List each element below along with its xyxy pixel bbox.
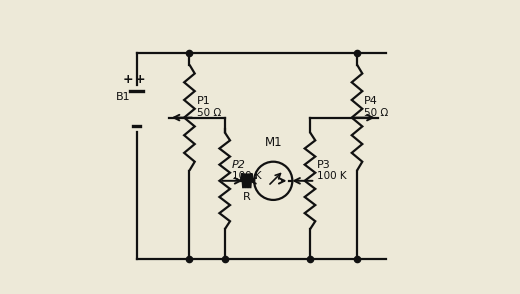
Text: 50 Ω: 50 Ω [197,108,221,118]
Text: P2: P2 [232,160,246,170]
Text: M1: M1 [264,136,282,149]
Text: P4: P4 [365,96,378,106]
Text: +: + [123,73,134,86]
Text: R: R [243,192,251,202]
Text: 50 Ω: 50 Ω [365,108,388,118]
Text: +: + [135,73,146,86]
Text: 100 K: 100 K [232,171,262,181]
Text: P1: P1 [197,96,211,106]
Text: B1: B1 [116,92,131,102]
Text: P3: P3 [317,160,331,170]
Text: 100 K: 100 K [317,171,347,181]
